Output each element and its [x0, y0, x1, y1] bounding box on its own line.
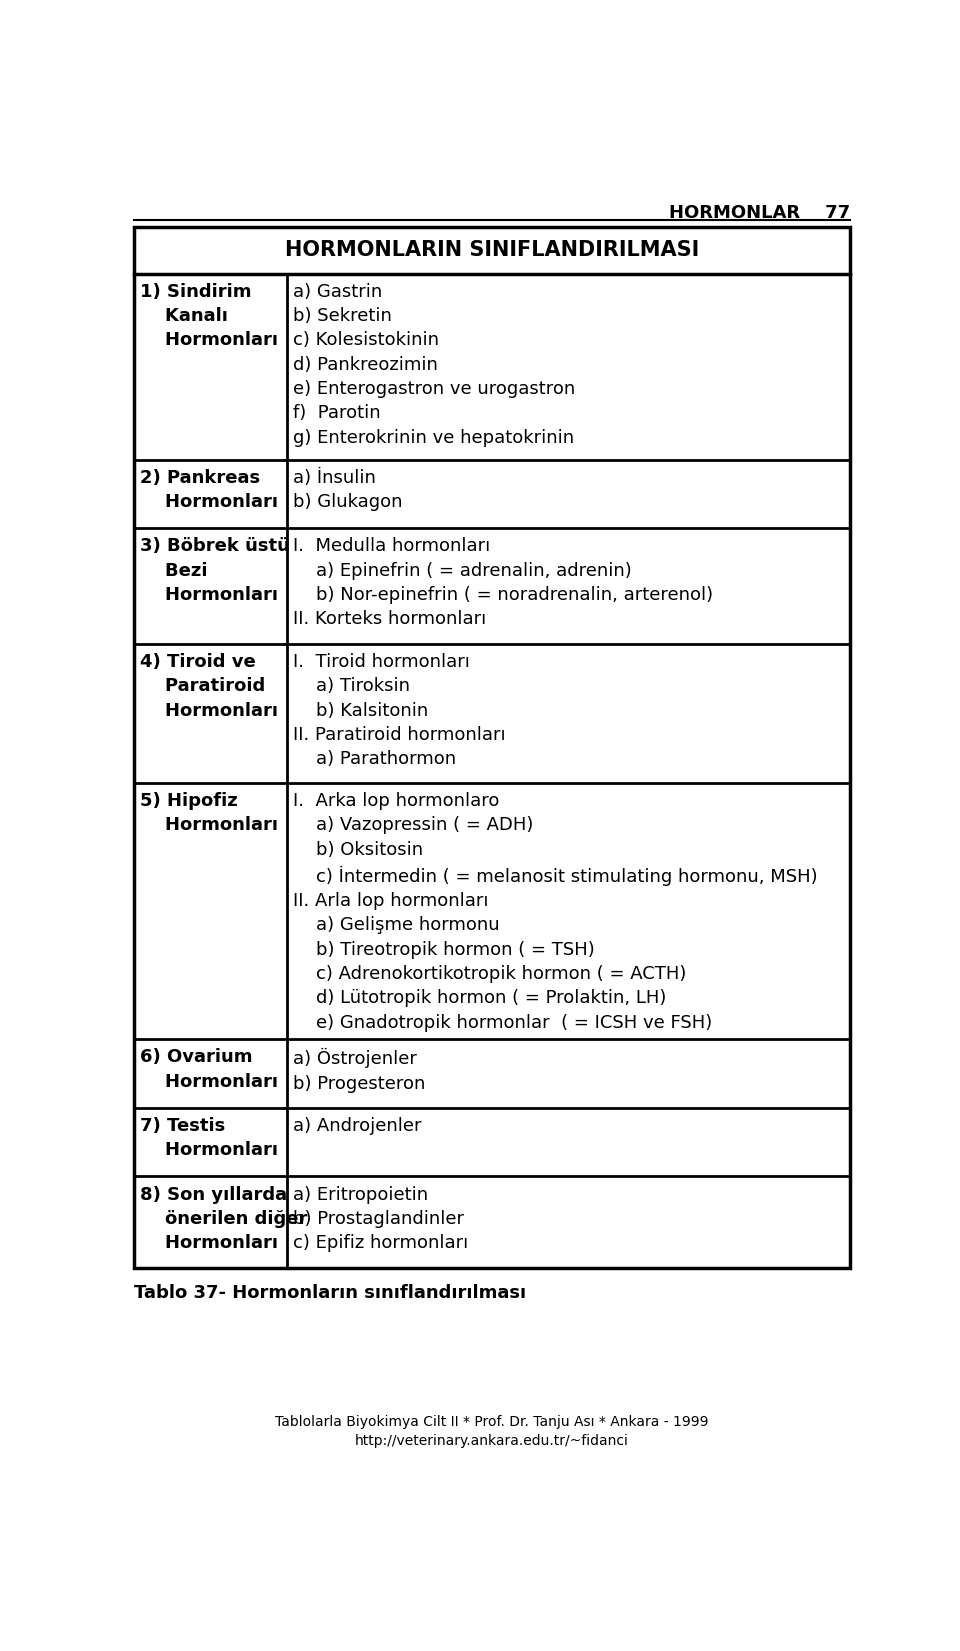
Text: HORMONLARIN SINIFLANDIRILMASI: HORMONLARIN SINIFLANDIRILMASI — [285, 241, 699, 261]
Text: 5) Hipofiz
    Hormonları: 5) Hipofiz Hormonları — [140, 792, 278, 834]
Text: a) Östrojenler
b) Progesteron: a) Östrojenler b) Progesteron — [293, 1048, 425, 1093]
Text: a) İnsulin
b) Glukagon: a) İnsulin b) Glukagon — [293, 469, 402, 512]
Bar — [134, 228, 850, 1268]
Text: a) Androjenler: a) Androjenler — [293, 1118, 421, 1134]
Text: I.  Arka lop hormonlaro
    a) Vazopressin ( = ADH)
    b) Oksitosin
    c) İnte: I. Arka lop hormonlaro a) Vazopressin ( … — [293, 792, 818, 1032]
Text: a) Eritropoietin
b) Prostaglandinler
c) Epifiz hormonları: a) Eritropoietin b) Prostaglandinler c) … — [293, 1185, 468, 1251]
Text: I.  Medulla hormonları
    a) Epinefrin ( = adrenalin, adrenin)
    b) Nor-epine: I. Medulla hormonları a) Epinefrin ( = a… — [293, 537, 713, 629]
Text: Tablo 37- Hormonların sınıflandırılması: Tablo 37- Hormonların sınıflandırılması — [134, 1284, 526, 1303]
Text: 1) Sindirim
    Kanalı
    Hormonları: 1) Sindirim Kanalı Hormonları — [140, 282, 278, 350]
Text: HORMONLAR    77: HORMONLAR 77 — [669, 205, 850, 223]
Text: a) Gastrin
b) Sekretin
c) Kolesistokinin
d) Pankreozimin
e) Enterogastron ve uro: a) Gastrin b) Sekretin c) Kolesistokinin… — [293, 282, 575, 447]
Text: 8) Son yıllarda
    önerilen diğer
    Hormonları: 8) Son yıllarda önerilen diğer Hormonlar… — [140, 1185, 307, 1251]
Text: 6) Ovarium
    Hormonları: 6) Ovarium Hormonları — [140, 1048, 278, 1091]
Text: I.  Tiroid hormonları
    a) Tiroksin
    b) Kalsitonin
II. Paratiroid hormonlar: I. Tiroid hormonları a) Tiroksin b) Kals… — [293, 652, 506, 768]
Text: http://veterinary.ankara.edu.tr/~fidanci: http://veterinary.ankara.edu.tr/~fidanci — [355, 1435, 629, 1448]
Text: 7) Testis
    Hormonları: 7) Testis Hormonları — [140, 1118, 278, 1159]
Text: Tablolarla Biyokimya Cilt II * Prof. Dr. Tanju Ası * Ankara - 1999: Tablolarla Biyokimya Cilt II * Prof. Dr.… — [276, 1415, 708, 1428]
Text: 3) Böbrek üstü
    Bezi
    Hormonları: 3) Böbrek üstü Bezi Hormonları — [140, 537, 290, 604]
Text: 2) Pankreas
    Hormonları: 2) Pankreas Hormonları — [140, 469, 278, 512]
Text: 4) Tiroid ve
    Paratiroid
    Hormonları: 4) Tiroid ve Paratiroid Hormonları — [140, 652, 278, 720]
